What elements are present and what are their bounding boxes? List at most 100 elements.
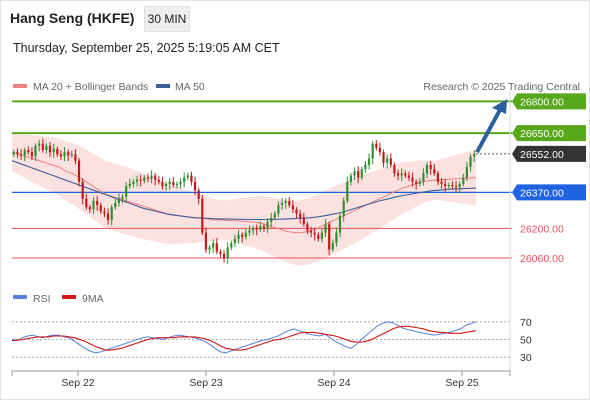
candle-body: [212, 243, 215, 248]
candle-body: [186, 175, 189, 178]
candle-body: [425, 164, 429, 174]
candle-body: [277, 205, 280, 214]
bollinger-band: [12, 133, 476, 266]
candle-body: [248, 230, 251, 233]
candle-body: [353, 171, 356, 176]
x-tick-label: Sep 23: [189, 377, 222, 389]
candle-body: [418, 181, 421, 184]
candle-body: [465, 167, 468, 178]
candle-body: [175, 183, 178, 185]
candle-body: [146, 177, 149, 179]
candle-body: [342, 200, 345, 216]
level-label-pivot: 26370.00: [520, 187, 564, 199]
candle-body: [222, 253, 226, 258]
candle-body: [70, 154, 73, 156]
level-labels: 26800.00 26650.00 26552.00 26370.00 26200.00…: [512, 93, 586, 265]
candle-body: [360, 169, 363, 178]
candle-body: [371, 143, 374, 159]
rsi-line: [11, 321, 477, 354]
candle-body: [302, 217, 305, 225]
forecast-arrow-shaft: [475, 108, 502, 154]
candle-body: [96, 200, 99, 206]
candle-body: [233, 239, 236, 244]
x-tick-label: Sep 25: [445, 377, 478, 389]
candle-body: [193, 181, 197, 191]
candle-body: [288, 200, 291, 206]
candle-body: [473, 153, 476, 157]
ma20-legend-swatch: [13, 84, 27, 88]
level-tag-pivot: [512, 184, 586, 201]
candle-body: [429, 164, 432, 170]
candle-body: [38, 143, 41, 146]
candle-body: [331, 243, 334, 250]
level-label-resistance: 26800.00: [520, 96, 564, 108]
ma50-legend-label: MA 50: [175, 81, 205, 93]
chart-datetime: Thursday, September 25, 2025 5:19:05 AM …: [13, 41, 280, 55]
level-tag-resistance: [512, 125, 586, 142]
candle-body: [19, 154, 23, 156]
candle-body: [415, 181, 418, 184]
candle-body: [433, 169, 436, 174]
candle-body: [172, 181, 175, 185]
candle-body: [16, 152, 19, 155]
candle-body: [197, 190, 200, 199]
candle-body: [357, 171, 360, 178]
ma9-legend-label: 9MA: [82, 293, 104, 305]
candle-body: [67, 152, 70, 156]
candle-body: [411, 177, 414, 182]
candle-body: [154, 175, 157, 180]
candle-body: [81, 181, 84, 199]
candle-body: [190, 175, 193, 182]
rsi-legend-label: RSI: [33, 293, 51, 305]
candle-body: [168, 181, 171, 184]
candle-body: [291, 205, 294, 210]
bollinger-area: [12, 133, 476, 266]
instrument-title: Hang Seng (HKFE): [10, 10, 135, 26]
moving-averages: [11, 151, 477, 234]
candle-body: [139, 179, 142, 181]
candle-body: [382, 152, 385, 163]
candle-body: [244, 232, 247, 237]
candle-body: [114, 203, 117, 208]
level-label-current: 26552.00: [520, 149, 564, 161]
level-tag-current: [512, 145, 586, 162]
credit-text: Research © 2025 Trading Central: [423, 81, 580, 93]
rsi-panel: 70 50 30: [11, 317, 532, 364]
candle-body: [121, 196, 124, 199]
candle-body: [48, 145, 52, 153]
timeframe-button[interactable]: 30 MIN: [144, 6, 190, 32]
candle-body: [259, 226, 262, 230]
candle-body: [132, 181, 135, 184]
candle-body: [45, 145, 48, 150]
candle-body: [396, 173, 400, 176]
rsi-tick-label: 30: [520, 352, 532, 364]
level-lines: [12, 100, 512, 259]
candle-body: [378, 147, 381, 153]
ma20-line: [11, 151, 477, 234]
ma50-legend-swatch: [156, 84, 170, 88]
candle-body: [389, 158, 392, 165]
candle-body: [88, 207, 91, 210]
candle-body: [135, 179, 139, 182]
candle-body: [161, 181, 164, 186]
candle-body: [85, 198, 88, 208]
candle-body: [386, 158, 389, 163]
candle-body: [273, 213, 276, 218]
ma20-legend-label: MA 20 + Bollinger Bands: [33, 81, 148, 93]
candle-body: [458, 183, 461, 188]
forecast-arrow-head: [492, 99, 507, 115]
level-tag-resistance: [512, 93, 586, 110]
candle-body: [12, 152, 15, 155]
candle-body: [349, 175, 352, 182]
forecast-arrow: [475, 99, 507, 154]
candle-body: [179, 181, 182, 184]
candle-body: [106, 213, 110, 220]
candle-body: [451, 185, 454, 187]
candle-body: [436, 173, 439, 182]
candle-body: [117, 198, 120, 203]
candle-body: [103, 211, 106, 214]
candle-body: [444, 183, 447, 186]
candle-body: [164, 183, 168, 186]
candle-body: [270, 217, 273, 222]
candle-body: [110, 207, 113, 220]
